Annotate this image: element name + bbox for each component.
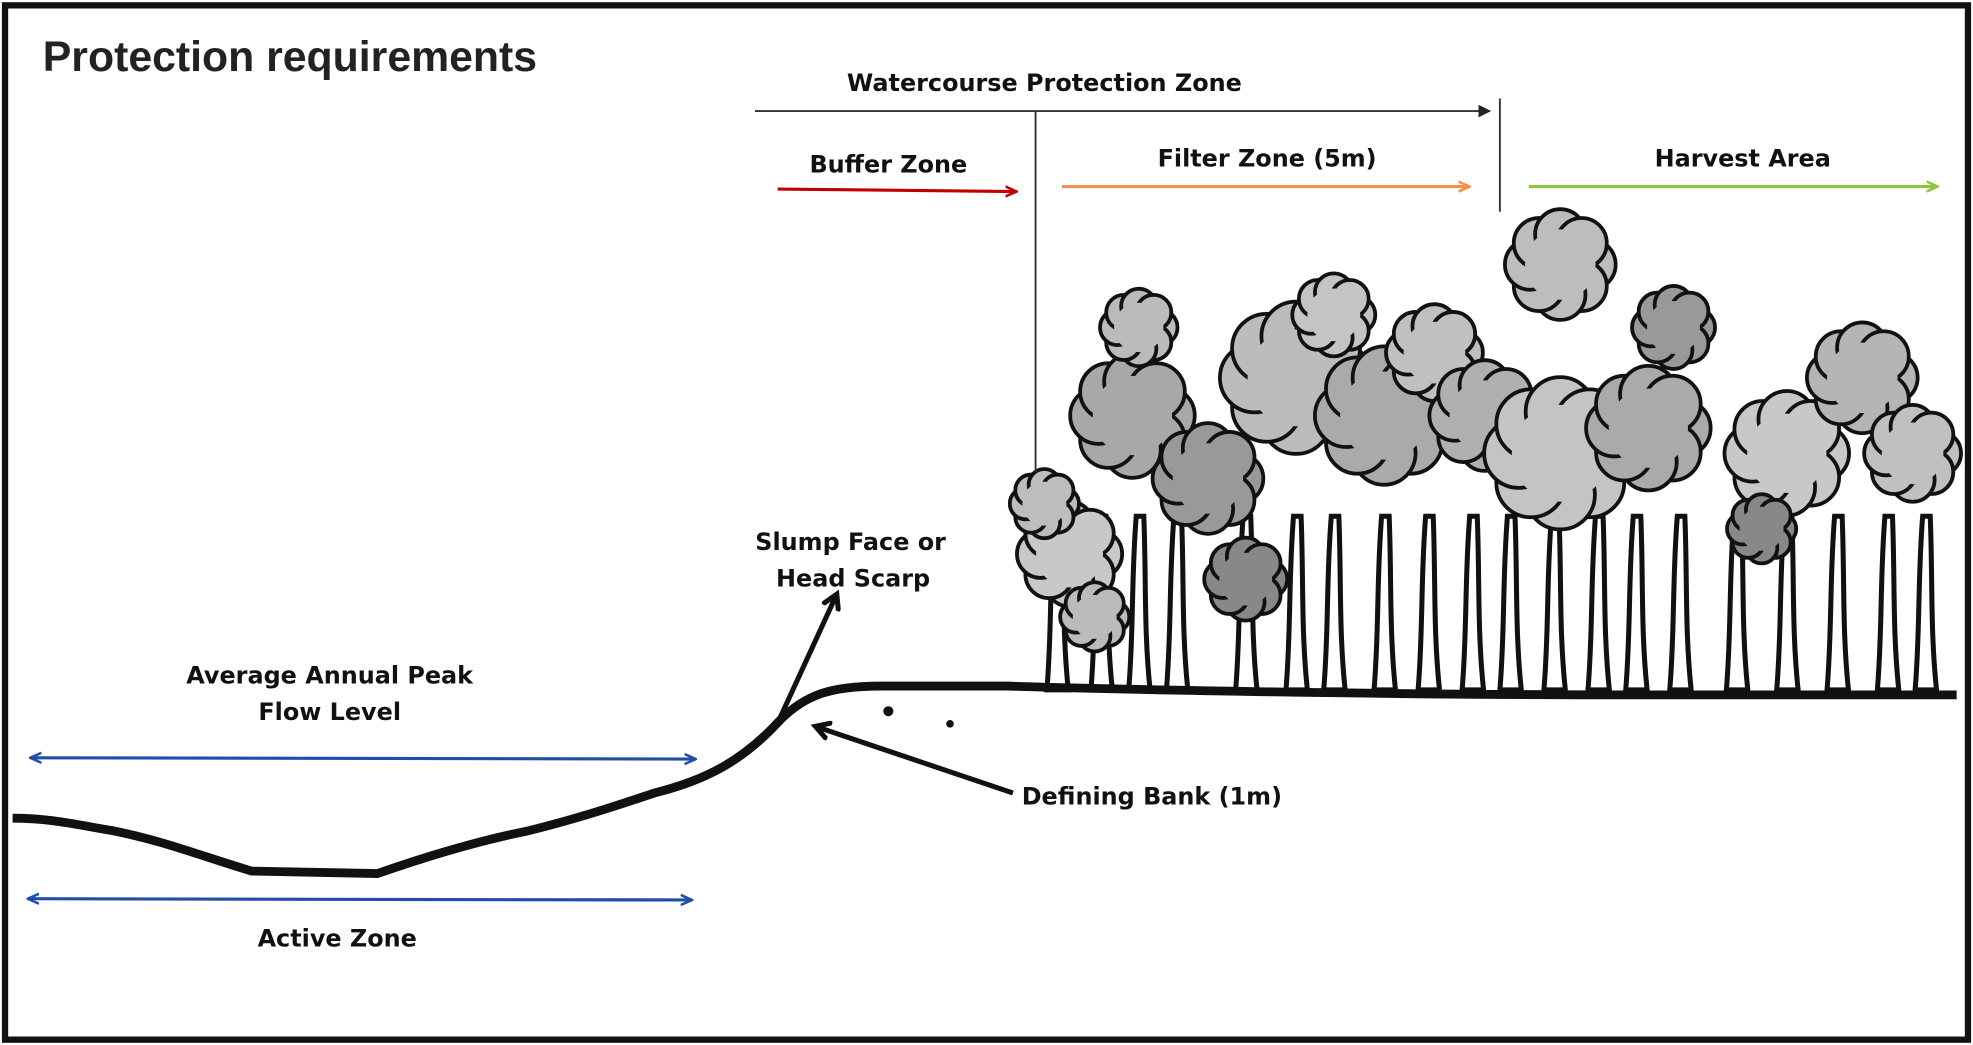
tree-foliage [1173,443,1243,513]
tree-foliage [1609,388,1688,467]
tree-foliage [1307,288,1360,341]
pebble [946,720,954,728]
peak-flow-label: Average Annual Peak [186,662,474,690]
active-zone-label: Active Zone [258,925,417,953]
harvest-label: Harvest Area [1655,144,1831,172]
tree-foliage [1219,553,1272,606]
tree-foliage [1647,301,1700,354]
tree-foliage [1740,507,1784,551]
tree-foliage [1073,595,1117,639]
tree-foliage [1114,303,1163,352]
slump-label: Head Scarp [776,565,930,593]
slump-label: Slump Face or [755,528,946,556]
buffer-label: Buffer Zone [809,151,967,179]
tree-foliage [1093,376,1172,455]
title: Protection requirements [43,33,537,81]
diagram: Protection requirements Watercourse Prot… [0,0,1973,1045]
tree-foliage [1882,422,1944,484]
pebble [883,706,893,716]
active-zone-arrow [28,899,692,900]
tree-foliage [1525,229,1595,299]
page: {"title": "Protection requirements", "zo… [0,0,1973,1045]
peak-flow-label: Flow Level [258,698,401,726]
watercourse-label: Watercourse Protection Zone [847,69,1242,97]
filter-label: Filter Zone (5m) [1158,144,1377,172]
peak-flow-arrow [30,758,696,759]
tree-foliage [1747,414,1826,493]
bank-label: Defining Bank (1m) [1022,782,1282,810]
tree-foliage [1022,482,1066,526]
tree-foliage [1827,343,1897,413]
